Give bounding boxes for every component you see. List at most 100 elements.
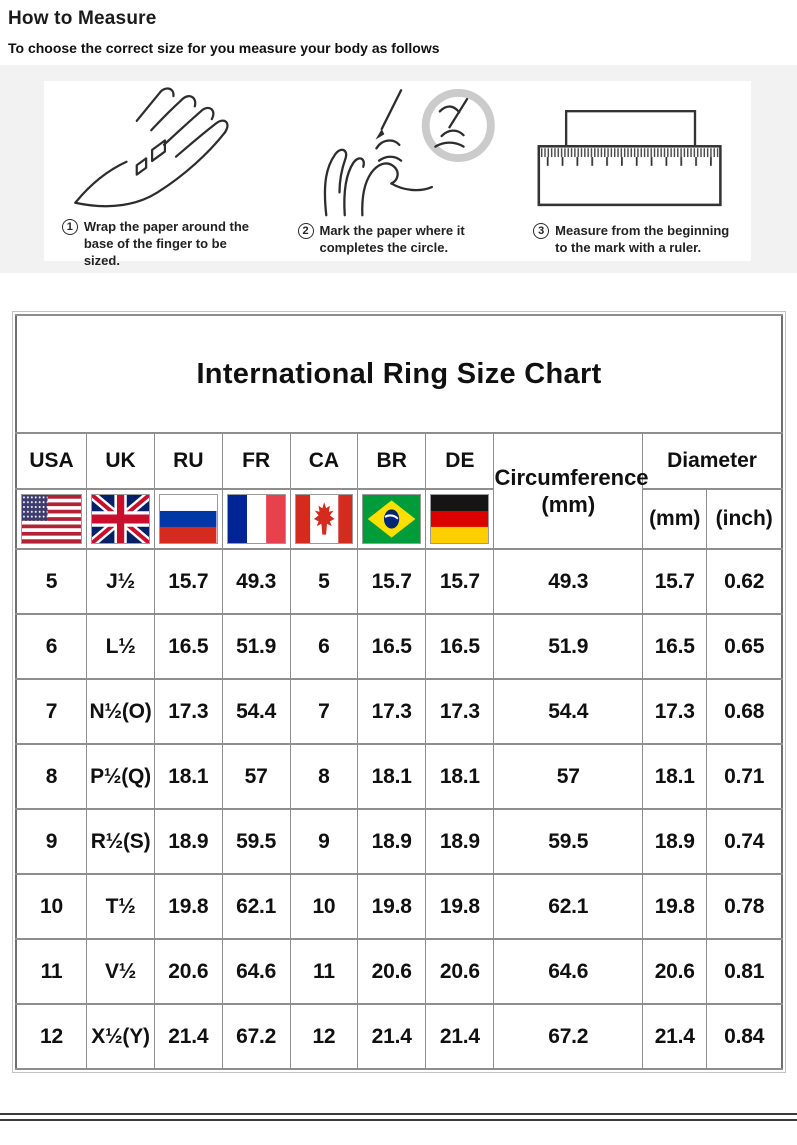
table-cell: 64.6: [221, 938, 291, 1005]
table-cell: 0.74: [706, 808, 783, 875]
table-cell: 17.3: [425, 678, 495, 745]
table-cell: 67.2: [493, 1003, 644, 1070]
table-cell: 20.6: [357, 938, 427, 1005]
table-cell: 57: [221, 743, 291, 810]
table-cell: 15.7: [425, 548, 495, 615]
table-cell: 21.4: [425, 1003, 495, 1070]
table-row: 6 L½ 16.5 51.9 6 16.5 16.5 51.9 16.5 0.65: [15, 613, 783, 680]
table-cell: 16.5: [357, 613, 427, 680]
table-cell: 16.5: [154, 613, 223, 680]
flag-ru-icon: [154, 488, 223, 550]
flag-fr-icon: [221, 488, 291, 550]
ruler-icon: [531, 85, 736, 217]
step-number-3: 3: [533, 223, 550, 239]
page-subtitle: To choose the correct size for you measu…: [8, 40, 440, 56]
table-cell: 11: [15, 938, 87, 1005]
table-cell: 10: [289, 873, 359, 940]
table-cell: 59.5: [493, 808, 644, 875]
chart-title-row: International Ring Size Chart: [15, 314, 783, 434]
table-cell: 54.4: [221, 678, 291, 745]
table-cell: V½: [85, 938, 156, 1005]
table-cell: 18.1: [154, 743, 223, 810]
step-caption-1: 1 Wrap the paper around the base of the …: [61, 219, 262, 270]
table-cell: 20.6: [425, 938, 495, 1005]
table-cell: 18.1: [357, 743, 427, 810]
table-cell: 0.84: [706, 1003, 783, 1070]
table-cell: 19.8: [154, 873, 223, 940]
table-cell: 15.7: [642, 548, 708, 615]
table-row: 11 V½ 20.6 64.6 11 20.6 20.6 64.6 20.6 0.81: [15, 938, 783, 1005]
step-caption-3: 3 Measure from the beginning to the mark…: [533, 223, 733, 257]
country-code-row: USA UK RU FR CA BR DE Circumference (mm)…: [15, 432, 783, 550]
table-row: 12 X½(Y) 21.4 67.2 12 21.4 21.4 67.2 21.4 0.84: [15, 1003, 783, 1070]
chart-title: International Ring Size Chart: [15, 314, 783, 434]
page-header: How to Measure To choose the correct siz…: [0, 0, 797, 56]
table-cell: 18.9: [357, 808, 427, 875]
table-cell: 54.4: [493, 678, 644, 745]
table-cell: 12: [289, 1003, 359, 1070]
table-cell: 20.6: [154, 938, 223, 1005]
column-header-br: BR: [357, 432, 427, 490]
flag-usa-icon: [15, 488, 87, 550]
section-divider: [0, 1113, 797, 1121]
table-cell: 12: [15, 1003, 87, 1070]
table-cell: 19.8: [357, 873, 427, 940]
table-cell: 7: [289, 678, 359, 745]
table-cell: 20.6: [642, 938, 708, 1005]
table-cell: 9: [15, 808, 87, 875]
diameter-unit-inch: (inch): [706, 488, 783, 550]
table-cell: 21.4: [357, 1003, 427, 1070]
flag-ca-icon: [289, 488, 359, 550]
table-cell: 62.1: [221, 873, 291, 940]
table-cell: 57: [493, 743, 644, 810]
table-cell: 17.3: [642, 678, 708, 745]
table-row: 7 N½(O) 17.3 54.4 7 17.3 17.3 54.4 17.3 0.68: [15, 678, 783, 745]
table-cell: 10: [15, 873, 87, 940]
hand-with-paper-icon: [54, 85, 269, 213]
measure-instructions-panel: 1 Wrap the paper around the base of the …: [44, 81, 751, 268]
step-number-1: 1: [61, 219, 78, 235]
table-cell: J½: [85, 548, 156, 615]
table-cell: 6: [15, 613, 87, 680]
table-cell: R½(S): [85, 808, 156, 875]
table-row: 10 T½ 19.8 62.1 10 19.8 19.8 62.1 19.8 0.78: [15, 873, 783, 940]
step-wrap-paper: 1 Wrap the paper around the base of the …: [44, 81, 280, 268]
step-mark-paper: 2 Mark the paper where it completes the …: [280, 81, 516, 261]
table-cell: 51.9: [493, 613, 644, 680]
step-measure-ruler: 3 Measure from the beginning to the mark…: [515, 81, 751, 261]
column-header-uk: UK: [85, 432, 156, 490]
table-cell: 49.3: [493, 548, 644, 615]
table-cell: 6: [289, 613, 359, 680]
column-header-circumference: Circumference (mm): [493, 432, 649, 550]
table-cell: 49.3: [221, 548, 291, 615]
table-cell: 16.5: [425, 613, 495, 680]
table-cell: X½(Y): [85, 1003, 156, 1070]
table-cell: 19.8: [425, 873, 495, 940]
table-cell: 18.9: [425, 808, 495, 875]
step-text-1: Wrap the paper around the base of the fi…: [83, 219, 249, 268]
table-cell: 0.62: [706, 548, 783, 615]
table-cell: 17.3: [357, 678, 427, 745]
table-cell: 5: [15, 548, 87, 615]
table-cell: 11: [289, 938, 359, 1005]
step-text-3: Measure from the beginning to the mark w…: [555, 223, 730, 255]
flag-row: (mm) (inch): [15, 488, 783, 550]
ring-size-table-body: 5 J½ 15.7 49.3 5 15.7 15.7 49.3 15.7 0.62 6 L½ 16.5 5…: [15, 548, 783, 1070]
table-cell: 0.68: [706, 678, 783, 745]
circumference-unit: (mm): [541, 492, 596, 517]
table-row: 9 R½(S) 18.9 59.5 9 18.9 18.9 59.5 18.9 0.74: [15, 808, 783, 875]
column-header-ca: CA: [289, 432, 359, 490]
step-number-2: 2: [297, 223, 314, 239]
table-cell: 21.4: [154, 1003, 223, 1070]
table-cell: 0.81: [706, 938, 783, 1005]
table-cell: 16.5: [642, 613, 708, 680]
table-cell: P½(Q): [85, 743, 156, 810]
column-header-de: DE: [425, 432, 495, 490]
table-cell: 7: [15, 678, 87, 745]
table-cell: 8: [289, 743, 359, 810]
table-cell: T½: [85, 873, 156, 940]
flag-uk-icon: [85, 488, 156, 550]
table-cell: 62.1: [493, 873, 644, 940]
column-header-diameter: Diameter: [642, 432, 783, 490]
page-title: How to Measure: [8, 8, 157, 29]
